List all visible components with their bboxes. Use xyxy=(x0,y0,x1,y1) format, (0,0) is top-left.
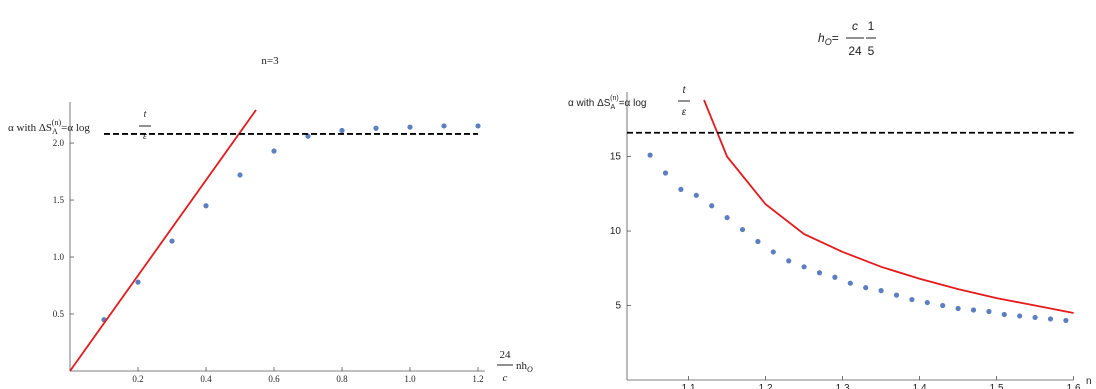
fraction-den: ε xyxy=(143,131,147,142)
title-sub: O xyxy=(825,37,832,47)
data-point xyxy=(770,249,776,255)
x-tick-label: 0.8 xyxy=(336,374,348,384)
y-tick-label: 10 xyxy=(610,226,622,237)
y-tick-label: 15 xyxy=(610,152,622,163)
data-point xyxy=(801,264,807,270)
fraction-num: 1 xyxy=(868,19,875,33)
data-point xyxy=(305,133,311,139)
data-point xyxy=(878,288,884,294)
label-part: α with ΔS xyxy=(568,98,611,109)
data-point xyxy=(863,285,869,291)
data-point xyxy=(909,296,915,303)
label-part: α with ΔS xyxy=(8,122,52,134)
fraction-num: c xyxy=(852,19,858,33)
y-tick-label: 2.0 xyxy=(53,138,65,148)
data-point xyxy=(893,292,900,298)
chart-title: hO= xyxy=(818,31,839,47)
x-tick-label: 1.2 xyxy=(759,383,773,389)
label-sup: (n) xyxy=(610,95,619,102)
data-point xyxy=(1063,317,1069,324)
fit-line xyxy=(69,109,257,372)
fraction-den: c xyxy=(503,372,508,384)
chart-title: n=3 xyxy=(261,55,279,67)
data-point xyxy=(786,258,792,264)
fraction-num: 24 xyxy=(500,349,512,361)
fit-line xyxy=(703,99,1074,314)
label-sub: A xyxy=(610,104,615,111)
x-tick-label: 1.1 xyxy=(682,383,696,389)
y-tick-label: 5 xyxy=(615,301,621,312)
data-point xyxy=(203,203,209,209)
fraction-num: t xyxy=(144,109,147,120)
data-point xyxy=(662,170,669,176)
x-tick-label: 1.3 xyxy=(836,383,850,389)
y-tick-label: 1.5 xyxy=(53,195,65,205)
y-tick-label: 0.5 xyxy=(53,309,65,319)
y-axis-label: α with ΔSA (n)=α log xyxy=(568,95,646,111)
data-point xyxy=(475,123,481,129)
data-point xyxy=(832,274,838,280)
data-point xyxy=(739,226,746,233)
data-point xyxy=(755,238,761,245)
label-part: =α log xyxy=(61,122,90,134)
label-part: =α log xyxy=(619,98,647,109)
data-point xyxy=(847,280,853,286)
data-point xyxy=(955,305,961,312)
title-part: h xyxy=(818,31,825,45)
data-point xyxy=(970,307,977,313)
data-point xyxy=(339,127,345,134)
x-axis-label: n xyxy=(1086,376,1092,387)
data-point xyxy=(1032,314,1038,321)
data-point xyxy=(271,148,277,154)
data-point xyxy=(724,215,730,221)
data-point xyxy=(135,279,141,285)
data-point xyxy=(407,124,413,130)
x-tick-label: 0.4 xyxy=(200,374,212,384)
x-axis-label: nhO xyxy=(516,360,533,374)
data-point xyxy=(441,123,447,129)
title-part: = xyxy=(832,31,839,45)
data-point xyxy=(986,308,992,315)
data-point xyxy=(816,270,823,276)
data-point xyxy=(169,238,175,244)
data-point xyxy=(693,192,699,198)
x-tick-label: 0.2 xyxy=(132,374,143,384)
x-tick-label: 1.4 xyxy=(913,383,927,389)
data-point xyxy=(237,172,243,178)
fraction-den: 24 xyxy=(848,44,862,58)
label-part: nh xyxy=(516,360,528,372)
x-tick-label: 1.5 xyxy=(990,383,1004,389)
data-point xyxy=(924,299,930,306)
y-axis-label: α with ΔSA(n)=α log xyxy=(8,118,90,136)
label-sub: A xyxy=(52,127,58,136)
data-point xyxy=(709,203,715,209)
label-sup: (n) xyxy=(52,118,62,127)
x-tick-label: 1.2 xyxy=(472,374,483,384)
data-point xyxy=(1001,311,1007,318)
data-point xyxy=(373,125,379,131)
data-point xyxy=(1047,316,1054,322)
x-tick-label: 1.0 xyxy=(404,374,416,384)
data-point xyxy=(678,186,684,192)
y-tick-label: 1.0 xyxy=(53,252,65,262)
data-point xyxy=(940,302,946,309)
data-point xyxy=(1017,313,1023,319)
label-sub: O xyxy=(527,365,533,374)
x-tick-label: 1.6 xyxy=(1067,383,1081,389)
x-tick-label: 0.6 xyxy=(268,374,280,384)
fraction-den: ε xyxy=(682,107,687,118)
data-point xyxy=(647,152,653,158)
fraction-den: 5 xyxy=(868,44,875,58)
fraction-num: t xyxy=(683,85,687,96)
